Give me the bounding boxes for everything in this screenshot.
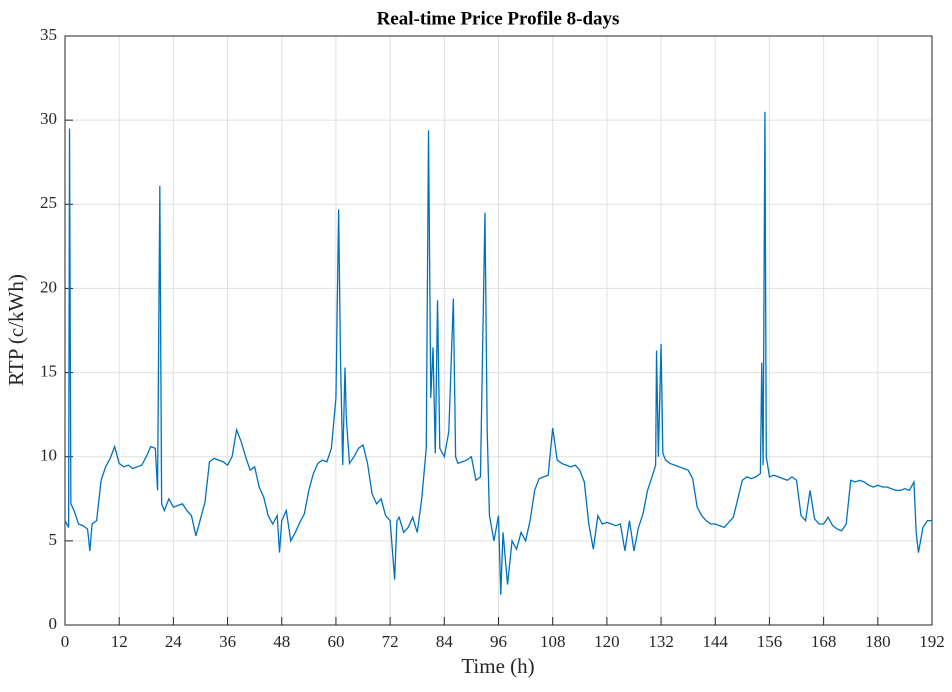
y-tick-label: 5 (49, 530, 58, 549)
y-tick-label: 30 (40, 109, 57, 128)
y-tick-label: 10 (40, 446, 57, 465)
x-tick-label: 168 (811, 632, 837, 651)
y-tick-label: 35 (40, 25, 57, 44)
x-tick-label: 60 (327, 632, 344, 651)
y-tick-label: 25 (40, 193, 57, 212)
x-tick-label: 108 (540, 632, 566, 651)
x-tick-label: 48 (273, 632, 290, 651)
x-tick-label: 36 (219, 632, 236, 651)
x-tick-label: 84 (436, 632, 454, 651)
x-tick-label: 192 (919, 632, 945, 651)
x-tick-label: 12 (111, 632, 128, 651)
x-tick-label: 24 (165, 632, 183, 651)
x-tick-label: 144 (703, 632, 729, 651)
plot-frame (64, 35, 933, 626)
x-tick-label: 156 (757, 632, 783, 651)
y-axis-label: RTP (c/kWh) (4, 274, 28, 386)
x-tick-label: 0 (61, 632, 70, 651)
y-tick-label: 15 (40, 361, 57, 380)
x-tick-label: 120 (594, 632, 620, 651)
x-tick-label: 132 (648, 632, 674, 651)
chart-title: Real-time Price Profile 8-days (377, 8, 620, 29)
y-tick-label: 20 (40, 277, 57, 296)
x-axis-label: Time (h) (461, 654, 534, 678)
price-line (64, 111, 932, 595)
y-tick-label: 0 (49, 614, 58, 633)
x-tick-label: 72 (382, 632, 399, 651)
x-tick-label: 180 (865, 632, 891, 651)
x-tick-label: 96 (490, 632, 507, 651)
